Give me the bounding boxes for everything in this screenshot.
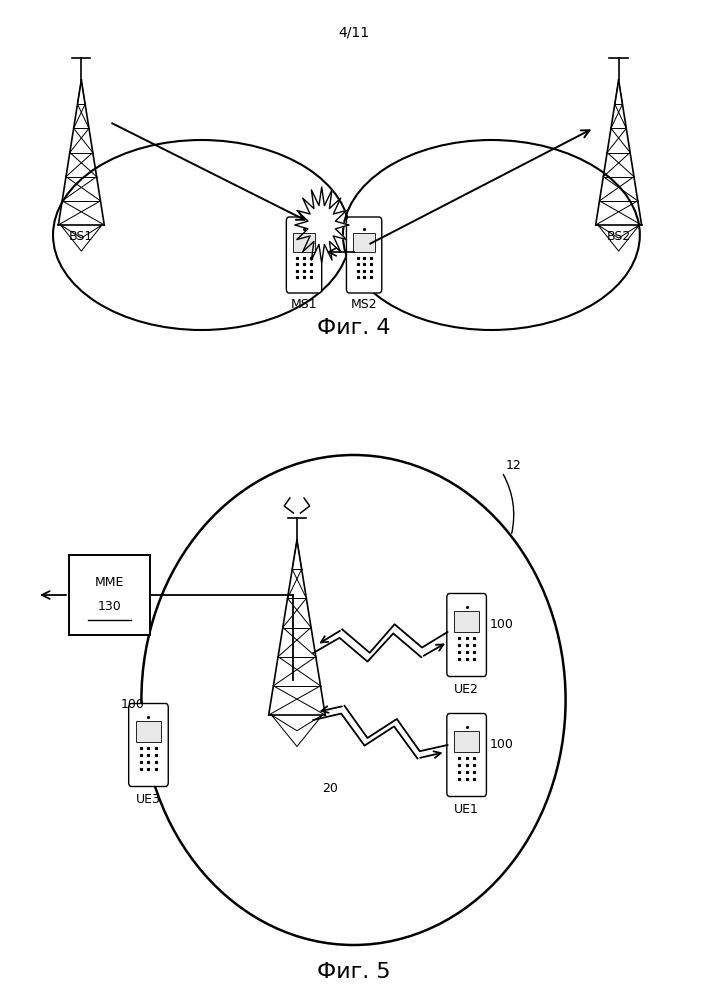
Text: UE3: UE3 — [136, 793, 161, 806]
Polygon shape — [295, 187, 349, 263]
Text: 130: 130 — [98, 600, 122, 613]
FancyBboxPatch shape — [129, 704, 168, 786]
FancyBboxPatch shape — [447, 593, 486, 676]
Text: MS1: MS1 — [291, 298, 317, 311]
Text: UE2: UE2 — [454, 683, 479, 696]
FancyBboxPatch shape — [346, 217, 382, 293]
Text: UE1: UE1 — [454, 803, 479, 816]
Text: 12: 12 — [506, 459, 521, 472]
Text: 4/11: 4/11 — [338, 25, 369, 39]
Text: MS2: MS2 — [351, 298, 378, 311]
Text: 20: 20 — [322, 782, 337, 795]
Text: BS2: BS2 — [607, 230, 631, 243]
Text: BS1: BS1 — [69, 230, 93, 243]
Bar — [354, 233, 375, 252]
Bar — [293, 233, 315, 252]
Text: 100: 100 — [489, 618, 513, 632]
Text: Фиг. 4: Фиг. 4 — [317, 318, 390, 338]
Bar — [455, 611, 479, 632]
Bar — [455, 731, 479, 752]
Text: 100: 100 — [121, 698, 145, 712]
FancyBboxPatch shape — [286, 217, 322, 293]
Text: Фиг. 5: Фиг. 5 — [317, 962, 390, 982]
Text: MME: MME — [95, 576, 124, 589]
Bar — [69, 555, 151, 635]
Text: 100: 100 — [489, 738, 513, 752]
FancyBboxPatch shape — [447, 714, 486, 796]
Bar — [136, 721, 160, 742]
